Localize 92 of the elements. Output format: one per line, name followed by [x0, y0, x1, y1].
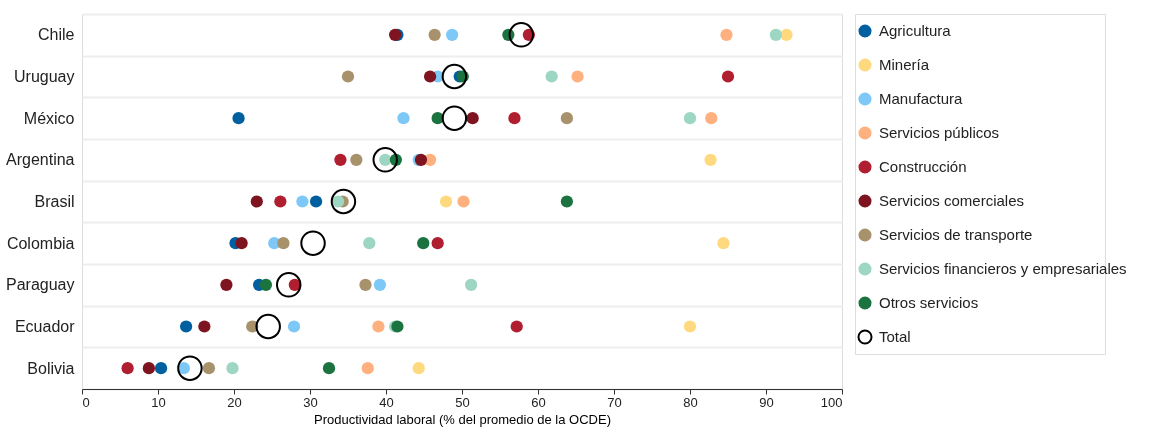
point — [334, 153, 347, 166]
x-tick-label: 100 — [820, 394, 843, 410]
legend-label: Minería — [879, 56, 930, 73]
point — [441, 105, 468, 131]
y-tick-label: Paraguay — [6, 276, 75, 294]
point — [428, 28, 441, 41]
legend-label: Servicios financieros y empresariales — [879, 260, 1127, 277]
point — [417, 237, 430, 250]
y-tick-label: Ecuador — [14, 318, 76, 335]
point — [296, 195, 309, 208]
y-tick-label: Argentina — [6, 151, 75, 169]
point — [439, 195, 453, 208]
point — [560, 112, 573, 125]
point — [457, 195, 470, 208]
point — [287, 320, 301, 333]
point — [717, 237, 730, 250]
y-tick-label: Bolivia — [27, 359, 75, 377]
point — [431, 237, 444, 250]
point — [721, 70, 735, 83]
y-tick-label: Chile — [38, 26, 75, 44]
point — [466, 112, 479, 125]
point — [226, 362, 239, 375]
point — [423, 70, 437, 83]
point — [446, 28, 459, 41]
point — [154, 362, 168, 375]
point — [202, 362, 216, 375]
point — [412, 362, 425, 375]
legend-label: Otros servicios — [879, 294, 979, 311]
point — [372, 147, 398, 173]
legend-label: Construcción — [879, 158, 967, 175]
point — [250, 195, 263, 208]
point — [769, 28, 782, 41]
point — [198, 320, 211, 333]
x-tick-label: 80 — [683, 394, 698, 410]
point — [274, 195, 287, 208]
x-tick-label: 90 — [759, 394, 774, 410]
point — [508, 22, 535, 48]
legend-label: Servicios de transporte — [879, 226, 1033, 243]
x-tick-label: 70 — [607, 394, 622, 410]
point — [373, 278, 387, 291]
legend-label: Agricultura — [879, 22, 952, 39]
point — [683, 112, 697, 125]
point — [235, 237, 248, 250]
legend-label: Manufactura — [879, 90, 964, 107]
point — [683, 320, 697, 333]
point — [300, 230, 326, 256]
point — [780, 28, 793, 41]
point — [142, 362, 155, 375]
point — [560, 195, 573, 208]
point — [259, 278, 273, 291]
point — [232, 112, 245, 125]
point — [180, 320, 193, 333]
point — [330, 188, 357, 215]
x-tick-label: 10 — [151, 394, 166, 410]
point — [322, 362, 336, 375]
point — [275, 272, 302, 298]
y-tick-label: México — [23, 109, 75, 127]
x-tick-label: 20 — [227, 394, 242, 410]
x-tick-label: 0 — [82, 394, 90, 410]
x-tick-label: 30 — [303, 394, 318, 410]
point — [705, 112, 718, 125]
point — [545, 70, 558, 83]
point — [277, 237, 290, 250]
point — [359, 278, 372, 291]
y-tick-label: Brasil — [34, 193, 75, 210]
point — [571, 70, 584, 83]
y-tick-label: Colombia — [6, 234, 75, 252]
point — [465, 278, 478, 291]
point — [363, 237, 376, 250]
legend-label: Total — [879, 328, 911, 345]
x-tick-label: 50 — [455, 394, 470, 410]
point — [309, 195, 323, 208]
x-tick-label: 40 — [379, 394, 394, 410]
point — [441, 63, 468, 90]
point — [508, 112, 521, 125]
point — [341, 70, 355, 83]
point — [510, 320, 523, 333]
y-tick-label: Uruguay — [14, 68, 75, 85]
x-tick-label: 60 — [531, 394, 546, 410]
point — [121, 362, 134, 375]
point — [372, 320, 385, 333]
point — [350, 153, 363, 166]
point — [397, 112, 410, 125]
point — [177, 355, 203, 381]
point — [720, 28, 733, 41]
legend-label: Servicios comerciales — [879, 192, 1025, 209]
legend-label: Servicios públicos — [879, 124, 1000, 141]
point — [220, 278, 233, 291]
point — [704, 153, 717, 166]
x-axis-title: Productividad laboral (% del promedio de la OCDE) — [314, 411, 611, 427]
point — [255, 313, 281, 340]
point — [361, 362, 374, 375]
